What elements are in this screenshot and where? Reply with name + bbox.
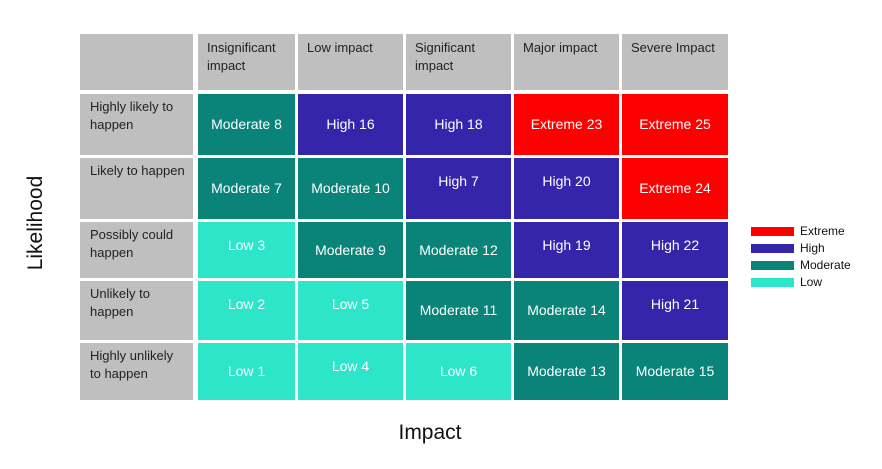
corner-cell [80, 34, 193, 90]
risk-cell-high: High 21 [622, 281, 728, 340]
risk-cell-low: Low 2 [198, 281, 295, 340]
risk-cell-moderate: Moderate 8 [198, 94, 295, 155]
risk-cell-low: Low 4 [298, 343, 403, 400]
legend-item: Low [751, 274, 822, 290]
legend-swatch [751, 243, 794, 253]
risk-cell-extreme: Extreme 24 [622, 158, 728, 219]
column-header: Low impact [298, 34, 403, 90]
row-header: Highly likely to happen [80, 94, 193, 155]
legend-label: High [800, 241, 825, 255]
risk-cell-extreme: Extreme 25 [622, 94, 728, 155]
column-header: Severe Impact [622, 34, 728, 90]
row-header: Likely to happen [80, 158, 193, 219]
risk-cell-high: High 18 [406, 94, 511, 155]
legend-label: Moderate [800, 258, 851, 272]
risk-cell-moderate: Moderate 9 [298, 222, 403, 278]
risk-cell-moderate: Moderate 12 [406, 222, 511, 278]
legend-item: Extreme [751, 223, 845, 239]
row-header: Highly unlikely to happen [80, 343, 193, 400]
risk-cell-low: Low 6 [406, 343, 511, 400]
risk-cell-low: Low 1 [198, 343, 295, 400]
risk-cell-low: Low 3 [198, 222, 295, 278]
legend-swatch [751, 260, 794, 270]
legend-label: Extreme [800, 224, 845, 238]
risk-cell-high: High 7 [406, 158, 511, 219]
risk-cell-moderate: Moderate 7 [198, 158, 295, 219]
risk-cell-high: High 19 [514, 222, 619, 278]
risk-cell-moderate: Moderate 10 [298, 158, 403, 219]
risk-cell-moderate: Moderate 15 [622, 343, 728, 400]
column-header: Major impact [514, 34, 619, 90]
legend-swatch [751, 226, 794, 236]
legend-label: Low [800, 275, 823, 289]
column-header: Insignificant impact [198, 34, 295, 90]
risk-cell-high: High 22 [622, 222, 728, 278]
risk-cell-extreme: Extreme 23 [514, 94, 619, 155]
y-axis-label: Likelihood [24, 175, 47, 271]
risk-cell-high: High 20 [514, 158, 619, 219]
x-axis-label: Impact [398, 421, 462, 444]
row-header: Unlikely to happen [80, 281, 193, 340]
column-header: Significant impact [406, 34, 511, 90]
legend-swatch [751, 277, 794, 287]
row-header: Possibly could happen [80, 222, 193, 278]
risk-cell-moderate: Moderate 13 [514, 343, 619, 400]
risk-cell-high: High 16 [298, 94, 403, 155]
risk-cell-moderate: Moderate 11 [406, 281, 511, 340]
legend-item: High [751, 240, 825, 256]
risk-cell-low: Low 5 [298, 281, 403, 340]
legend-item: Moderate [751, 257, 851, 273]
risk-cell-moderate: Moderate 14 [514, 281, 619, 340]
